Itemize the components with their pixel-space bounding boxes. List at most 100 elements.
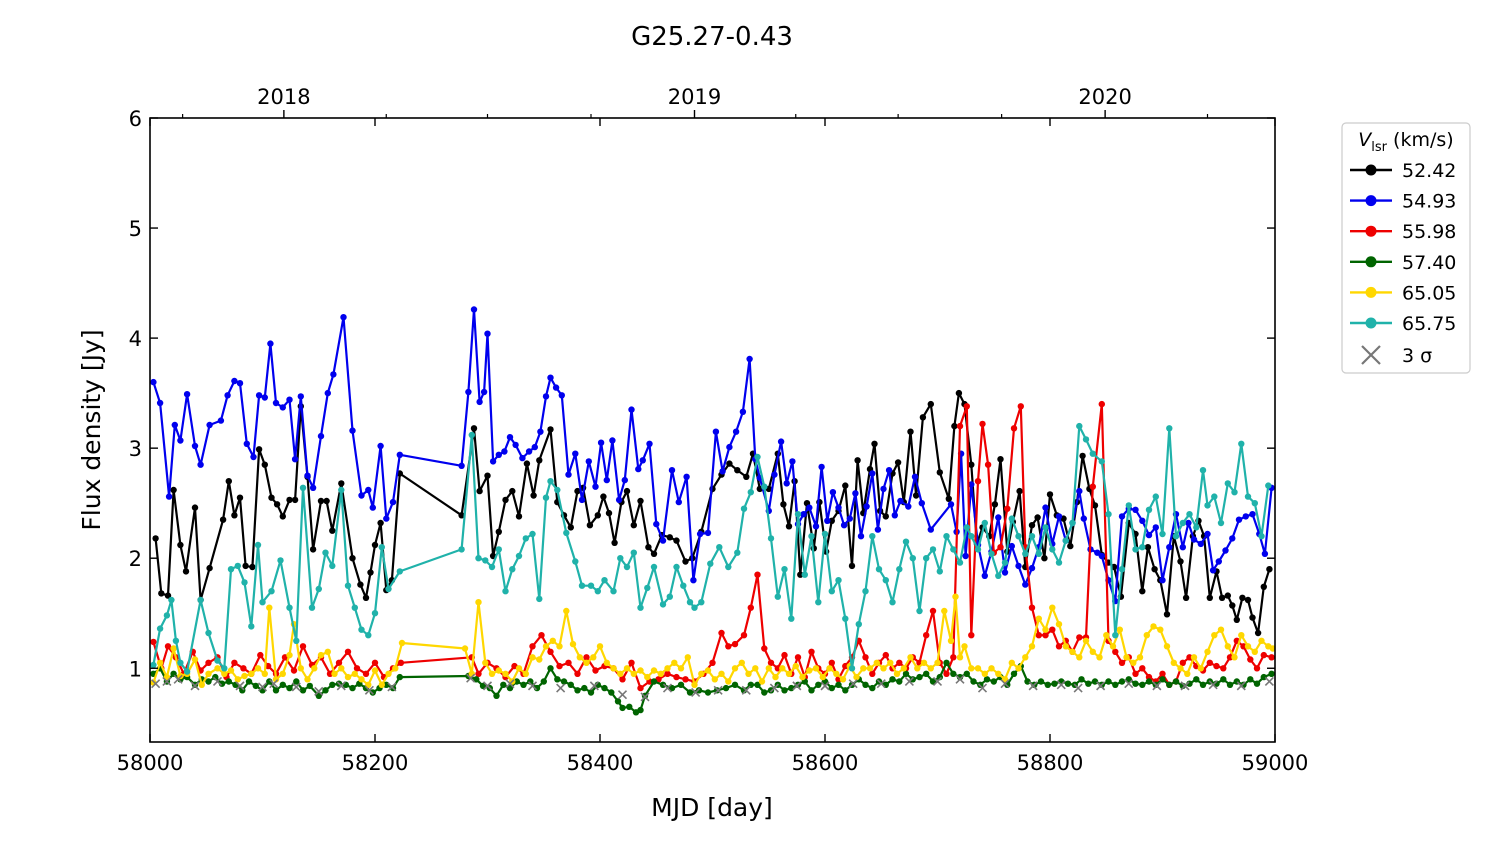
point-2-94	[963, 403, 970, 410]
point-5-63	[659, 601, 667, 608]
series-54.93	[150, 306, 1275, 605]
point-2-25	[362, 670, 370, 677]
point-3-112	[990, 678, 997, 685]
point-1-118	[968, 481, 975, 488]
point-1-124	[1008, 542, 1015, 550]
point-1-90	[789, 458, 796, 465]
legend: Vlsr (km/s) 52.42 54.93 55.98 57.40 65.05 65.…	[1341, 122, 1471, 374]
point-5-50	[563, 529, 570, 537]
point-5-43	[515, 552, 523, 560]
point-0-66	[650, 550, 658, 557]
legend-sigma-cross-b	[1361, 345, 1381, 365]
point-1-83	[746, 355, 753, 363]
point-5-91	[855, 621, 862, 628]
point-4-153	[1231, 654, 1238, 661]
point-3-77	[754, 681, 761, 688]
point-5-16	[259, 599, 266, 606]
point-0-33	[371, 541, 379, 549]
point-0-153	[1224, 592, 1232, 599]
point-0-45	[509, 487, 516, 495]
point-1-144	[1139, 517, 1146, 524]
point-5-143	[1204, 502, 1211, 509]
x-tick-label-1: 58200	[342, 751, 409, 775]
sigma-point-44	[1264, 676, 1274, 687]
point-3-19	[279, 681, 286, 688]
point-0-103	[907, 428, 914, 435]
point-5-2	[163, 612, 171, 619]
sigma-point-21	[662, 683, 673, 693]
point-2-2	[164, 643, 172, 650]
point-1-46	[506, 434, 514, 441]
point-5-90	[848, 665, 856, 672]
point-4-98	[866, 665, 874, 672]
point-3-43	[506, 684, 514, 692]
point-5-39	[488, 563, 496, 571]
point-4-41	[482, 659, 489, 666]
point-0-17	[268, 494, 275, 501]
point-3-29	[349, 684, 356, 692]
point-2-69	[794, 654, 802, 661]
point-1-66	[628, 406, 635, 413]
legend-label-4: 65.05	[1402, 282, 1456, 304]
point-1-24	[309, 484, 317, 491]
point-5-69	[698, 599, 705, 606]
point-2-112	[1076, 634, 1083, 641]
legend-marker-1	[1365, 195, 1377, 207]
point-1-95	[818, 463, 825, 471]
point-4-44	[502, 670, 509, 677]
point-4-120	[1008, 659, 1015, 666]
point-5-133	[1139, 544, 1146, 551]
sigma-point-30	[904, 676, 914, 687]
point-4-10	[221, 670, 228, 677]
point-5-6	[183, 668, 191, 675]
point-5-76	[754, 453, 761, 461]
point-4-46	[515, 665, 523, 672]
point-5-35	[458, 546, 465, 553]
point-0-93	[848, 562, 856, 570]
point-5-46	[536, 595, 543, 603]
point-1-141	[1118, 513, 1126, 520]
point-5-27	[344, 582, 352, 589]
point-1-151	[1185, 519, 1192, 527]
point-2-40	[556, 662, 563, 670]
point-1-79	[719, 468, 726, 475]
point-0-18	[273, 501, 281, 508]
point-4-13	[241, 672, 248, 680]
point-1-13	[243, 440, 250, 447]
legend-marker-2	[1365, 225, 1377, 237]
point-4-72	[691, 681, 698, 688]
point-5-81	[788, 615, 795, 622]
point-4-31	[358, 676, 365, 683]
point-2-88	[923, 632, 930, 639]
point-5-137	[1166, 425, 1173, 432]
series-clip	[150, 306, 1275, 716]
point-3-85	[808, 687, 815, 694]
point-4-156	[1251, 648, 1259, 655]
sigma-point-43	[1236, 681, 1246, 691]
point-3-24	[315, 692, 322, 699]
legend-marker-3	[1365, 256, 1377, 268]
point-4-28	[338, 665, 345, 672]
point-4-27	[331, 670, 338, 677]
point-3-22	[299, 687, 307, 694]
point-5-85	[815, 599, 822, 606]
point-2-61	[740, 632, 748, 639]
point-1-131	[1055, 513, 1063, 520]
point-3-123	[1064, 680, 1072, 687]
point-5-59	[630, 549, 637, 556]
point-5-117	[1028, 533, 1036, 540]
point-1-40	[476, 398, 483, 406]
point-1-122	[995, 514, 1002, 521]
point-5-136	[1159, 530, 1166, 538]
point-0-56	[586, 522, 594, 529]
point-1-138	[1098, 552, 1106, 560]
point-0-65	[645, 544, 652, 551]
point-1-53	[547, 374, 554, 381]
point-3-151	[1253, 680, 1261, 687]
point-1-14	[250, 453, 257, 461]
point-5-24	[322, 549, 329, 556]
point-5-3	[168, 596, 175, 604]
point-4-91	[819, 673, 826, 681]
point-1-22	[297, 393, 304, 400]
